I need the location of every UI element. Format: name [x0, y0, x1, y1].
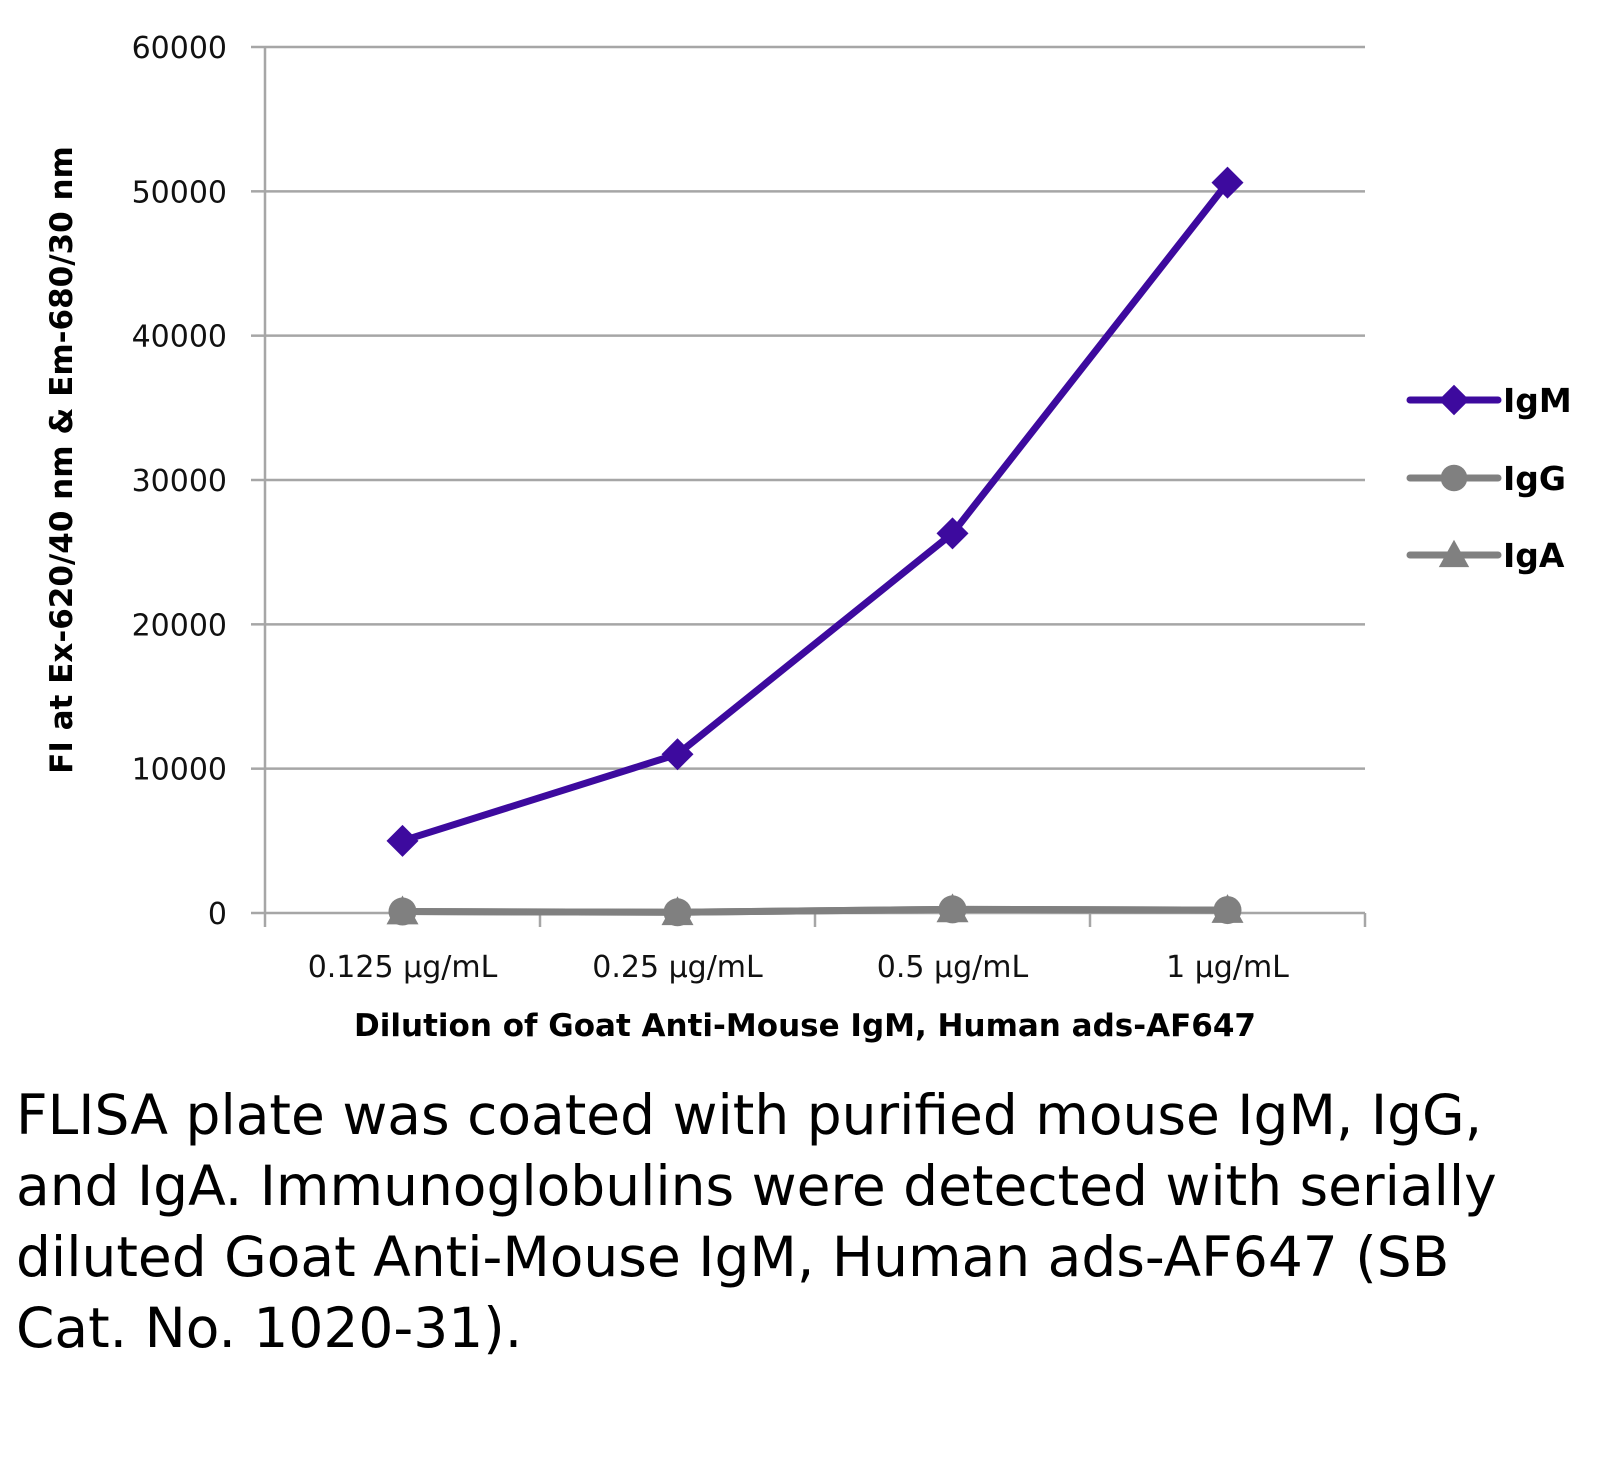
legend-marker-igm: [1438, 384, 1470, 416]
x-tick-label: 0.5 µg/mL: [877, 950, 1029, 985]
legend-item-iga: IgA: [1406, 536, 1565, 575]
chart: 0 10000 20000 30000 40000 50000 60000 0.125 µg…: [44, 31, 1572, 1044]
x-axis-title: Dilution of Goat Anti-Mouse IgM, Human a…: [354, 1008, 1256, 1044]
legend-item-igg: IgG: [1406, 459, 1566, 498]
series-igg: [388, 895, 1242, 927]
series-line-igg: [399, 905, 1231, 916]
y-tick-labels: 0 10000 20000 30000 40000 50000 60000: [132, 31, 227, 932]
legend: IgM IgG IgA: [1406, 381, 1572, 575]
data-point-igm: [386, 824, 419, 857]
data-point-igg: [1213, 896, 1242, 925]
axes: [251, 45, 1367, 927]
data-point-igm: [661, 738, 694, 771]
x-tick-label: 0.25 µg/mL: [592, 950, 763, 985]
x-tick-labels: 0.125 µg/mL 0.25 µg/mL 0.5 µg/mL 1 µg/mL: [308, 950, 1289, 985]
legend-label-iga: IgA: [1503, 536, 1565, 575]
y-tick-label: 0: [208, 897, 227, 932]
y-tick-label: 30000: [132, 464, 227, 499]
data-point-igg: [663, 898, 692, 927]
x-tick-label: 1 µg/mL: [1166, 950, 1289, 985]
data-point-igg: [388, 897, 417, 926]
y-tick-label: 10000: [132, 753, 227, 788]
y-tick-label: 40000: [132, 320, 227, 355]
legend-marker-igg: [1440, 464, 1468, 492]
data-point-igg: [938, 895, 967, 924]
y-tick-label: 20000: [132, 608, 227, 643]
y-axis-title: FI at Ex-620/40 nm & Em-680/30 nm: [44, 146, 80, 774]
series-line-igm: [399, 179, 1231, 845]
legend-item-igm: IgM: [1406, 381, 1572, 420]
y-tick-label: 50000: [132, 175, 227, 210]
y-tick-label: 60000: [132, 31, 227, 66]
data-point-igm: [936, 517, 969, 550]
data-point-igm: [1211, 166, 1244, 199]
series-layer: [386, 166, 1244, 927]
gridlines: [265, 45, 1365, 770]
legend-marker-iga: [1438, 539, 1470, 568]
figure-caption: FLISA plate was coated with purified mou…: [16, 1083, 1497, 1360]
legend-label-igm: IgM: [1503, 381, 1572, 420]
x-tick-label: 0.125 µg/mL: [308, 950, 498, 985]
legend-label-igg: IgG: [1503, 459, 1566, 498]
series-igm: [386, 166, 1244, 857]
